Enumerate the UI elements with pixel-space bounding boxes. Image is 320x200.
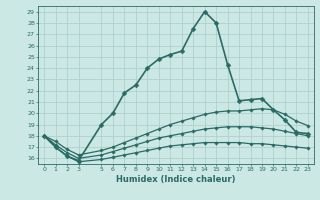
X-axis label: Humidex (Indice chaleur): Humidex (Indice chaleur) — [116, 175, 236, 184]
